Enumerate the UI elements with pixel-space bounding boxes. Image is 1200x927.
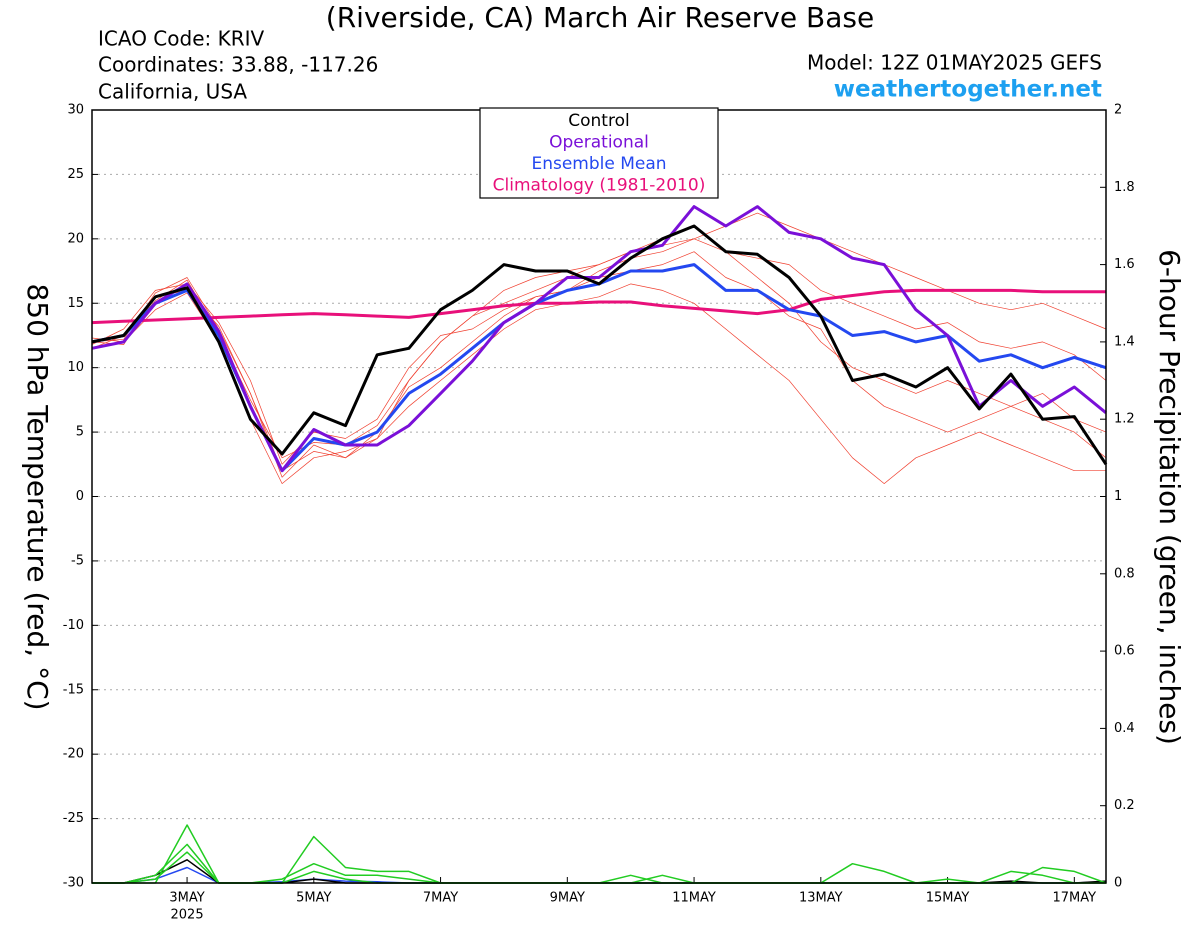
x-tick-label: 3MAY <box>169 891 204 906</box>
x-tick-label: 13MAY <box>799 891 843 906</box>
y-tick-label: -15 <box>63 682 84 697</box>
series-line <box>91 205 1107 473</box>
y2-tick-label: 0.8 <box>1114 566 1135 581</box>
y-tick-label: 30 <box>67 103 84 118</box>
y-tick-label: -20 <box>63 747 84 762</box>
y2-axis-label: 6-hour Precipitation (green, inches) <box>1153 249 1186 745</box>
legend-entry: Operational <box>549 133 649 153</box>
series-line <box>91 288 1106 325</box>
x-tick-label: 9MAY <box>550 891 585 906</box>
y2-tick-label: 0.6 <box>1114 644 1135 659</box>
x-tick-label: 7MAY <box>423 891 458 906</box>
y-tick-label: 25 <box>67 167 84 182</box>
y-tick-label: 20 <box>67 231 84 246</box>
y2-tick-label: 2 <box>1114 103 1122 118</box>
legend-entry: Control <box>568 111 629 131</box>
model-label: Model: 12Z 01MAY2025 GEFS <box>807 51 1102 75</box>
y-tick-label: 15 <box>67 296 84 311</box>
y2-tick-label: 1.2 <box>1114 412 1135 427</box>
series-line <box>91 224 1108 466</box>
info-line: Coordinates: 33.88, -117.26 <box>98 53 378 77</box>
legend-entry: Ensemble Mean <box>531 154 666 174</box>
chart-title: (Riverside, CA) March Air Reserve Base <box>326 1 874 34</box>
member-line <box>91 283 1106 484</box>
info-line: ICAO Code: KRIV <box>98 27 265 51</box>
y-tick-label: 5 <box>76 425 84 440</box>
info-line: California, USA <box>98 80 247 104</box>
x-tick-label: 11MAY <box>672 891 716 906</box>
y-tick-label: -25 <box>63 811 84 826</box>
y2-tick-label: 1 <box>1114 489 1122 504</box>
y2-tick-label: 0.2 <box>1114 798 1135 813</box>
x-year-label: 2025 <box>171 908 204 923</box>
legend-entry: Climatology (1981-2010) <box>493 176 706 196</box>
site-label: weathertogether.net <box>834 77 1102 103</box>
member-line <box>91 225 1107 478</box>
member-line <box>91 238 1107 465</box>
y-tick-label: -10 <box>63 618 84 633</box>
y2-tick-label: 1.8 <box>1114 180 1135 195</box>
y2-tick-label: 0.4 <box>1114 721 1135 736</box>
y-tick-label: -30 <box>63 876 84 891</box>
y2-tick-label: 0 <box>1114 876 1122 891</box>
y-tick-label: 10 <box>67 360 84 375</box>
y2-tick-label: 1.4 <box>1114 334 1135 349</box>
legend-box <box>479 107 719 199</box>
x-tick-label: 5MAY <box>296 891 331 906</box>
y-tick-label: -5 <box>71 553 84 568</box>
x-tick-label: 15MAY <box>926 891 970 906</box>
y-axis-label: 850 hPa Temperature (red, °C) <box>21 283 54 710</box>
x-tick-label: 17MAY <box>1053 891 1097 906</box>
y2-tick-label: 1.6 <box>1114 257 1135 272</box>
y-tick-label: 0 <box>76 489 84 504</box>
